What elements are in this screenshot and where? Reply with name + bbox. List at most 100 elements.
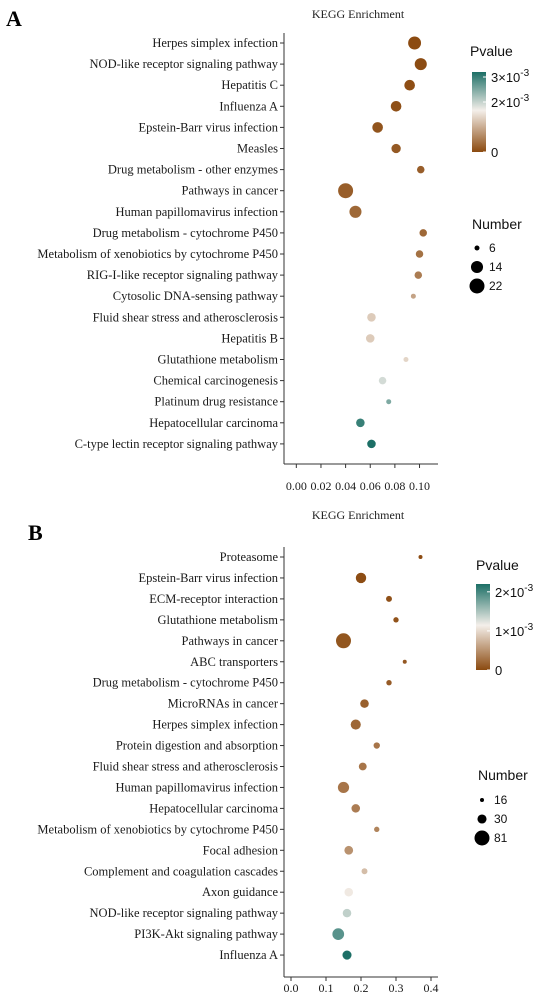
data-point bbox=[344, 887, 354, 897]
data-point bbox=[342, 950, 352, 960]
data-point bbox=[351, 804, 361, 813]
data-point bbox=[374, 826, 380, 833]
x-tick-label: 0.4 bbox=[424, 981, 439, 995]
category-label: Proteasome bbox=[220, 550, 279, 564]
category-label: Metabolism of xenobiotics by cytochrome … bbox=[37, 247, 278, 261]
category-label: NOD-like receptor signaling pathway bbox=[90, 57, 279, 71]
data-point bbox=[419, 229, 427, 237]
data-point bbox=[336, 633, 351, 649]
plot-area-b: 0.0 0.1 0.2 0.3 0.4 Proteasome Epstein-Barr vi… bbox=[37, 547, 534, 995]
data-point bbox=[386, 680, 392, 686]
category-label: ECM-receptor interaction bbox=[149, 592, 279, 606]
category-label: Hepatocellular carcinoma bbox=[149, 416, 278, 430]
x-tick-label: 0.0 bbox=[284, 981, 299, 995]
data-point bbox=[361, 868, 368, 875]
data-point bbox=[415, 250, 424, 258]
category-label: Chemical carcinogenesis bbox=[153, 374, 278, 388]
data-point bbox=[367, 439, 376, 449]
data-point bbox=[386, 595, 392, 602]
x-tick-label: 0.10 bbox=[409, 479, 430, 493]
data-point bbox=[378, 376, 387, 385]
category-label: ABC transporters bbox=[190, 655, 278, 669]
colorbar-label: 2×10-3 bbox=[491, 93, 530, 110]
category-label: Protein digestion and absorption bbox=[116, 739, 279, 753]
category-label: Drug metabolism - cytochrome P450 bbox=[93, 676, 278, 690]
size-legend-label: 14 bbox=[489, 260, 503, 274]
category-label: Pathways in cancer bbox=[182, 634, 279, 648]
category-label: C-type lectin receptor signaling pathway bbox=[75, 437, 279, 451]
data-point bbox=[367, 313, 376, 322]
size-legend-label: 22 bbox=[489, 279, 503, 293]
data-point bbox=[372, 122, 383, 133]
data-point bbox=[418, 555, 423, 559]
category-label: Influenza A bbox=[219, 99, 278, 113]
colorbar-label: 2×10-3 bbox=[495, 583, 534, 600]
data-point bbox=[350, 719, 361, 730]
x-tick-label: 0.3 bbox=[389, 981, 404, 995]
category-label: Platinum drug resistance bbox=[154, 395, 278, 409]
data-point bbox=[365, 334, 375, 343]
category-label: Epstein-Barr virus infection bbox=[138, 120, 278, 134]
data-point bbox=[390, 101, 402, 112]
colorbar bbox=[476, 584, 490, 670]
category-label: Pathways in cancer bbox=[182, 184, 279, 198]
colorbar-label: 0 bbox=[495, 663, 502, 678]
size-legend-label: 6 bbox=[489, 241, 496, 255]
data-point bbox=[414, 58, 427, 71]
data-point bbox=[360, 699, 369, 708]
data-point bbox=[338, 183, 354, 199]
size-legend-dot bbox=[480, 798, 484, 802]
category-label: RIG-I-like receptor signaling pathway bbox=[87, 268, 279, 282]
data-point bbox=[349, 205, 362, 218]
category-label: Fluid shear stress and atherosclerosis bbox=[93, 310, 279, 324]
data-point bbox=[355, 572, 367, 584]
category-label: Human papillomavirus infection bbox=[116, 780, 279, 794]
data-point bbox=[404, 79, 415, 91]
data-point bbox=[344, 845, 354, 855]
legend-size-title-a: Number bbox=[472, 216, 522, 232]
size-legend-label: 16 bbox=[494, 793, 508, 807]
data-point bbox=[337, 781, 350, 794]
panel-label-a: A bbox=[6, 6, 22, 31]
category-label: Hepatitis B bbox=[221, 331, 278, 345]
data-point bbox=[393, 617, 399, 623]
data-point bbox=[410, 293, 416, 299]
colorbar-label: 3×10-3 bbox=[491, 68, 530, 85]
x-tick-label: 0.00 bbox=[286, 479, 307, 493]
category-label: PI3K-Akt signaling pathway bbox=[134, 927, 278, 941]
category-label: Glutathione metabolism bbox=[158, 613, 279, 627]
category-label: MicroRNAs in cancer bbox=[168, 697, 279, 711]
panel-label-b: B bbox=[28, 520, 43, 545]
size-legend-dot bbox=[470, 260, 484, 274]
data-point bbox=[386, 399, 392, 405]
category-label: Drug metabolism - cytochrome P450 bbox=[93, 226, 278, 240]
chart-title-a: KEGG Enrichment bbox=[312, 7, 405, 21]
size-legend-label: 30 bbox=[494, 812, 508, 826]
data-point bbox=[391, 143, 401, 154]
category-label: Hepatitis C bbox=[221, 78, 278, 92]
category-label: Influenza A bbox=[219, 948, 278, 962]
category-label: Herpes simplex infection bbox=[152, 718, 278, 732]
colorbar-label: 1×10-3 bbox=[495, 622, 534, 639]
size-legend-dot bbox=[469, 278, 485, 294]
category-label: Axon guidance bbox=[202, 885, 278, 899]
data-point bbox=[414, 271, 423, 279]
category-label: Herpes simplex infection bbox=[152, 36, 278, 50]
x-tick-label: 0.02 bbox=[310, 479, 331, 493]
category-label: Focal adhesion bbox=[203, 843, 279, 857]
category-label: Complement and coagulation cascades bbox=[84, 864, 278, 878]
data-point bbox=[403, 357, 409, 362]
size-legend-label: 81 bbox=[494, 831, 508, 845]
data-point bbox=[402, 659, 407, 664]
x-tick-label: 0.08 bbox=[384, 479, 405, 493]
x-tick-label: 0.1 bbox=[319, 981, 334, 995]
legend-color-title-b: Pvalue bbox=[476, 557, 519, 573]
x-tick-label: 0.04 bbox=[335, 479, 356, 493]
colorbar-label: 0 bbox=[491, 145, 498, 160]
colorbar bbox=[472, 72, 486, 152]
legend-size-title-b: Number bbox=[478, 767, 528, 783]
x-tick-label: 0.06 bbox=[360, 479, 381, 493]
data-point bbox=[408, 36, 422, 50]
data-point bbox=[417, 165, 425, 174]
